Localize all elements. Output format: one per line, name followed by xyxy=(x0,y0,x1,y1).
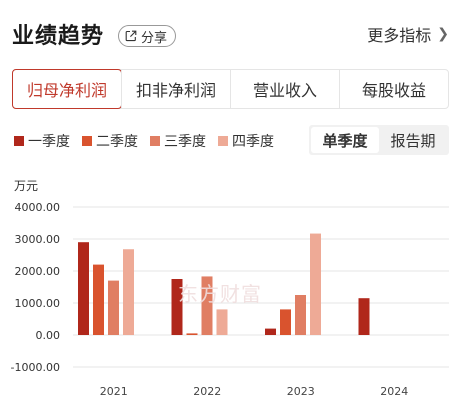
tab-net-profit[interactable]: 归母净利润 xyxy=(12,69,122,109)
bar-2023-q3 xyxy=(295,295,306,335)
y-tick-label: 4000.00 xyxy=(15,201,61,214)
bar-2022-q3 xyxy=(201,276,213,335)
period-option-report[interactable]: 报告期 xyxy=(390,131,436,150)
tab-eps[interactable]: 每股收益 xyxy=(339,70,448,108)
bar-2023-q4 xyxy=(310,233,321,335)
chevron-right-icon: ❯ xyxy=(437,26,449,42)
legend-label-q3: 三季度 xyxy=(164,134,206,150)
legend-item-q4[interactable]: 四季度 xyxy=(218,131,274,151)
bar-2022-q1 xyxy=(171,279,183,335)
legend-item-q1[interactable]: 一季度 xyxy=(14,131,70,151)
share-label: 分享 xyxy=(141,30,168,46)
legend-label-q1: 一季度 xyxy=(28,134,70,150)
legend-swatch-q3 xyxy=(150,136,160,146)
page-title: 业绩趋势 xyxy=(12,24,105,49)
watermark: 东方财富 xyxy=(178,282,262,306)
legend-label-q2: 二季度 xyxy=(96,134,138,150)
metric-tabs: 归母净利润 扣非净利润 营业收入 每股收益 xyxy=(12,69,449,109)
y-tick-label: 1000.00 xyxy=(15,297,61,310)
legend-label-q4: 四季度 xyxy=(232,134,274,150)
bar-2021-q3 xyxy=(108,280,119,335)
bar-2024-q1 xyxy=(358,298,370,335)
bar-2021-q2 xyxy=(93,264,104,335)
legend-swatch-q2 xyxy=(82,136,92,146)
bar-2021-q1 xyxy=(78,242,89,335)
bar-2022-q4 xyxy=(216,309,228,335)
share-icon xyxy=(125,30,137,42)
tab-adjusted-net-profit[interactable]: 扣非净利润 xyxy=(121,70,230,108)
y-tick-label: 3000.00 xyxy=(15,233,61,246)
share-button[interactable]: 分享 xyxy=(118,25,177,47)
x-tick-label: 2021 xyxy=(100,385,128,398)
y-tick-label: -1000.00 xyxy=(11,361,60,374)
x-tick-label: 2024 xyxy=(380,385,408,398)
bar-2022-q2 xyxy=(186,333,198,335)
tab-revenue[interactable]: 营业收入 xyxy=(230,70,339,108)
bar-2021-q4 xyxy=(123,249,134,335)
bar-2023-q1 xyxy=(265,328,276,335)
legend-item-q2[interactable]: 二季度 xyxy=(82,131,138,151)
x-tick-label: 2023 xyxy=(287,385,315,398)
legend-swatch-q4 xyxy=(218,136,228,146)
more-indicators-link[interactable]: 更多指标 ❯ xyxy=(367,22,449,46)
period-option-quarterly[interactable]: 单季度 xyxy=(311,127,379,153)
y-tick-label: 2000.00 xyxy=(15,265,61,278)
y-axis-unit: 万元 xyxy=(14,179,39,193)
y-tick-label: 0.00 xyxy=(36,329,61,342)
legend-swatch-q1 xyxy=(14,136,24,146)
chart-legend: 一季度 二季度 三季度 四季度 xyxy=(14,131,286,151)
bar-2023-q2 xyxy=(280,309,291,335)
period-toggle: 单季度 报告期 xyxy=(309,125,449,155)
bar-chart: 4000.00 3000.00 2000.00 1000.00 0.00 -1000.00… xyxy=(11,201,449,398)
x-tick-label: 2022 xyxy=(193,385,221,398)
legend-item-q3[interactable]: 三季度 xyxy=(150,131,206,151)
more-indicators-label: 更多指标 xyxy=(367,26,432,45)
